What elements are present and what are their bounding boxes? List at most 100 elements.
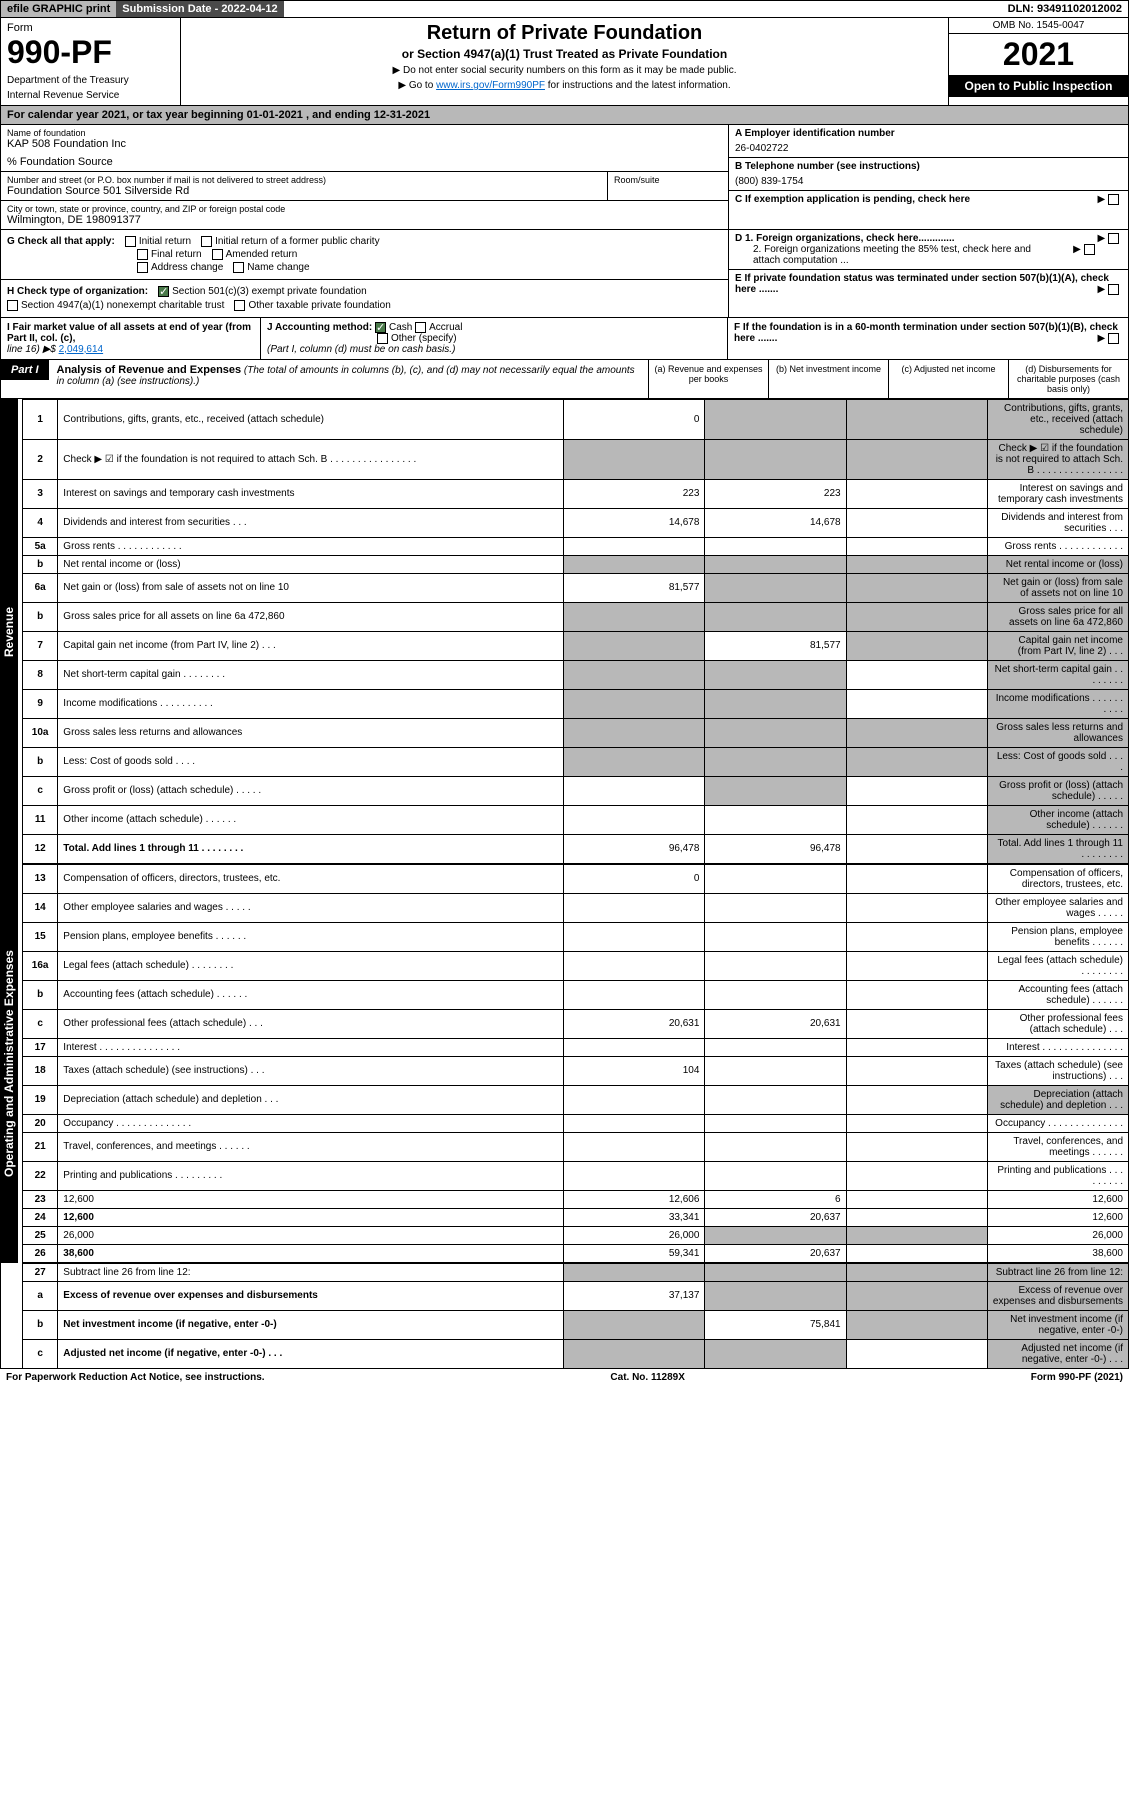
org-addr: Foundation Source 501 Silverside Rd	[7, 185, 601, 197]
irs-link[interactable]: www.irs.gov/Form990PF	[436, 80, 545, 91]
table-row: 18Taxes (attach schedule) (see instructi…	[23, 1056, 1129, 1085]
col-b: (b) Net investment income	[768, 360, 888, 398]
table-row: 15Pension plans, employee benefits . . .…	[23, 922, 1129, 951]
revenue-side-label: Revenue	[0, 399, 18, 864]
e-label: E If private foundation status was termi…	[735, 273, 1109, 295]
footer-left: For Paperwork Reduction Act Notice, see …	[6, 1372, 265, 1383]
f-label: F If the foundation is in a 60-month ter…	[734, 322, 1118, 344]
bottom-table: 27Subtract line 26 from line 12:Subtract…	[22, 1263, 1129, 1369]
table-row: 10aGross sales less returns and allowanc…	[23, 718, 1129, 747]
h-label: H Check type of organization:	[7, 286, 148, 297]
h-4947-cb[interactable]	[7, 300, 18, 311]
addr-label: Number and street (or P.O. box number if…	[7, 175, 601, 185]
c-label: C If exemption application is pending, c…	[735, 194, 970, 205]
fmv-value: 2,049,614	[59, 344, 104, 355]
org-name: KAP 508 Foundation Inc	[7, 138, 722, 150]
note-link: ▶ Go to www.irs.gov/Form990PF for instru…	[191, 80, 938, 91]
j-label: J Accounting method:	[267, 322, 372, 333]
footer-right: Form 990-PF (2021)	[1031, 1372, 1123, 1383]
f-cb[interactable]	[1108, 333, 1119, 344]
col-c: (c) Adjusted net income	[888, 360, 1008, 398]
g-address-cb[interactable]	[137, 262, 148, 273]
j-other-cb[interactable]	[377, 333, 388, 344]
form-number: 990-PF	[7, 34, 174, 71]
table-row: aExcess of revenue over expenses and dis…	[23, 1281, 1129, 1310]
table-row: 14Other employee salaries and wages . . …	[23, 893, 1129, 922]
i-label: I Fair market value of all assets at end…	[7, 322, 251, 344]
footer-mid: Cat. No. 11289X	[610, 1372, 684, 1383]
h-other-cb[interactable]	[234, 300, 245, 311]
part1-label: Part I	[1, 360, 49, 380]
form-word: Form	[7, 22, 174, 34]
j-note: (Part I, column (d) must be on cash basi…	[267, 344, 455, 355]
c-checkbox[interactable]	[1108, 194, 1119, 205]
revenue-table: 1Contributions, gifts, grants, etc., rec…	[22, 399, 1129, 864]
g-name-cb[interactable]	[233, 262, 244, 273]
table-row: 16aLegal fees (attach schedule) . . . . …	[23, 951, 1129, 980]
table-row: 6aNet gain or (loss) from sale of assets…	[23, 573, 1129, 602]
table-row: 3Interest on savings and temporary cash …	[23, 479, 1129, 508]
g-final-cb[interactable]	[137, 249, 148, 260]
table-row: bLess: Cost of goods sold . . . .Less: C…	[23, 747, 1129, 776]
table-row: cAdjusted net income (if negative, enter…	[23, 1339, 1129, 1368]
page-footer: For Paperwork Reduction Act Notice, see …	[0, 1369, 1129, 1386]
j-cash-cb[interactable]	[375, 322, 386, 333]
top-bar: efile GRAPHIC print Submission Date - 20…	[0, 0, 1129, 18]
irs: Internal Revenue Service	[7, 90, 174, 101]
dept: Department of the Treasury	[7, 75, 174, 86]
ijk-section: I Fair market value of all assets at end…	[0, 318, 1129, 360]
table-row: 2312,60012,606612,600	[23, 1190, 1129, 1208]
d1-label: D 1. Foreign organizations, check here..…	[735, 233, 955, 244]
d2-cb[interactable]	[1084, 244, 1095, 255]
name-label: Name of foundation	[7, 128, 722, 138]
e-cb[interactable]	[1108, 284, 1119, 295]
table-row: 22Printing and publications . . . . . . …	[23, 1161, 1129, 1190]
org-city: Wilmington, DE 198091377	[7, 214, 722, 226]
table-row: 11Other income (attach schedule) . . . .…	[23, 805, 1129, 834]
efile-label[interactable]: efile GRAPHIC print	[1, 1, 116, 17]
d2-label: 2. Foreign organizations meeting the 85%…	[753, 244, 1053, 266]
ein-label: A Employer identification number	[735, 128, 1122, 139]
table-row: 7Capital gain net income (from Part IV, …	[23, 631, 1129, 660]
col-a: (a) Revenue and expenses per books	[648, 360, 768, 398]
expenses-table: 13Compensation of officers, directors, t…	[22, 864, 1129, 1263]
note-ssn: ▶ Do not enter social security numbers o…	[191, 65, 938, 76]
h-501c3-cb[interactable]	[158, 286, 169, 297]
j-accrual-cb[interactable]	[415, 322, 426, 333]
table-row: cOther professional fees (attach schedul…	[23, 1009, 1129, 1038]
part1-title: Analysis of Revenue and Expenses	[57, 364, 242, 376]
table-row: 27Subtract line 26 from line 12:Subtract…	[23, 1263, 1129, 1281]
table-row: 4Dividends and interest from securities …	[23, 508, 1129, 537]
city-label: City or town, state or province, country…	[7, 204, 722, 214]
table-row: cGross profit or (loss) (attach schedule…	[23, 776, 1129, 805]
phone-label: B Telephone number (see instructions)	[735, 161, 1122, 172]
table-row: 12Total. Add lines 1 through 11 . . . . …	[23, 834, 1129, 863]
part1-header: Part I Analysis of Revenue and Expenses …	[0, 360, 1129, 399]
table-row: 2Check ▶ ☑ if the foundation is not requ…	[23, 439, 1129, 479]
table-row: 8Net short-term capital gain . . . . . .…	[23, 660, 1129, 689]
ein: 26-0402722	[735, 143, 1122, 154]
d1-cb[interactable]	[1108, 233, 1119, 244]
omb: OMB No. 1545-0047	[949, 18, 1128, 34]
expenses-section: Operating and Administrative Expenses 13…	[0, 864, 1129, 1263]
table-row: bAccounting fees (attach schedule) . . .…	[23, 980, 1129, 1009]
table-row: 19Depreciation (attach schedule) and dep…	[23, 1085, 1129, 1114]
revenue-section: Revenue 1Contributions, gifts, grants, e…	[0, 399, 1129, 864]
g-h-section: G Check all that apply: Initial return I…	[0, 230, 1129, 318]
table-row: 20Occupancy . . . . . . . . . . . . . .O…	[23, 1114, 1129, 1132]
dln: DLN: 93491102012002	[1002, 1, 1128, 17]
form-header: Form 990-PF Department of the Treasury I…	[0, 18, 1129, 106]
table-row: 17Interest . . . . . . . . . . . . . . .…	[23, 1038, 1129, 1056]
submission-date: Submission Date - 2022-04-12	[116, 1, 283, 17]
table-row: bNet rental income or (loss) Net rental …	[23, 555, 1129, 573]
phone: (800) 839-1754	[735, 176, 1122, 187]
room-label: Room/suite	[614, 175, 722, 185]
table-row: 13Compensation of officers, directors, t…	[23, 864, 1129, 893]
form-subtitle: or Section 4947(a)(1) Trust Treated as P…	[191, 47, 938, 61]
g-amended-cb[interactable]	[212, 249, 223, 260]
table-row: 2638,60059,34120,63738,600	[23, 1244, 1129, 1262]
table-row: 21Travel, conferences, and meetings . . …	[23, 1132, 1129, 1161]
g-initial-cb[interactable]	[125, 236, 136, 247]
g-initial-former-cb[interactable]	[201, 236, 212, 247]
bottom-section: 27Subtract line 26 from line 12:Subtract…	[0, 1263, 1129, 1369]
